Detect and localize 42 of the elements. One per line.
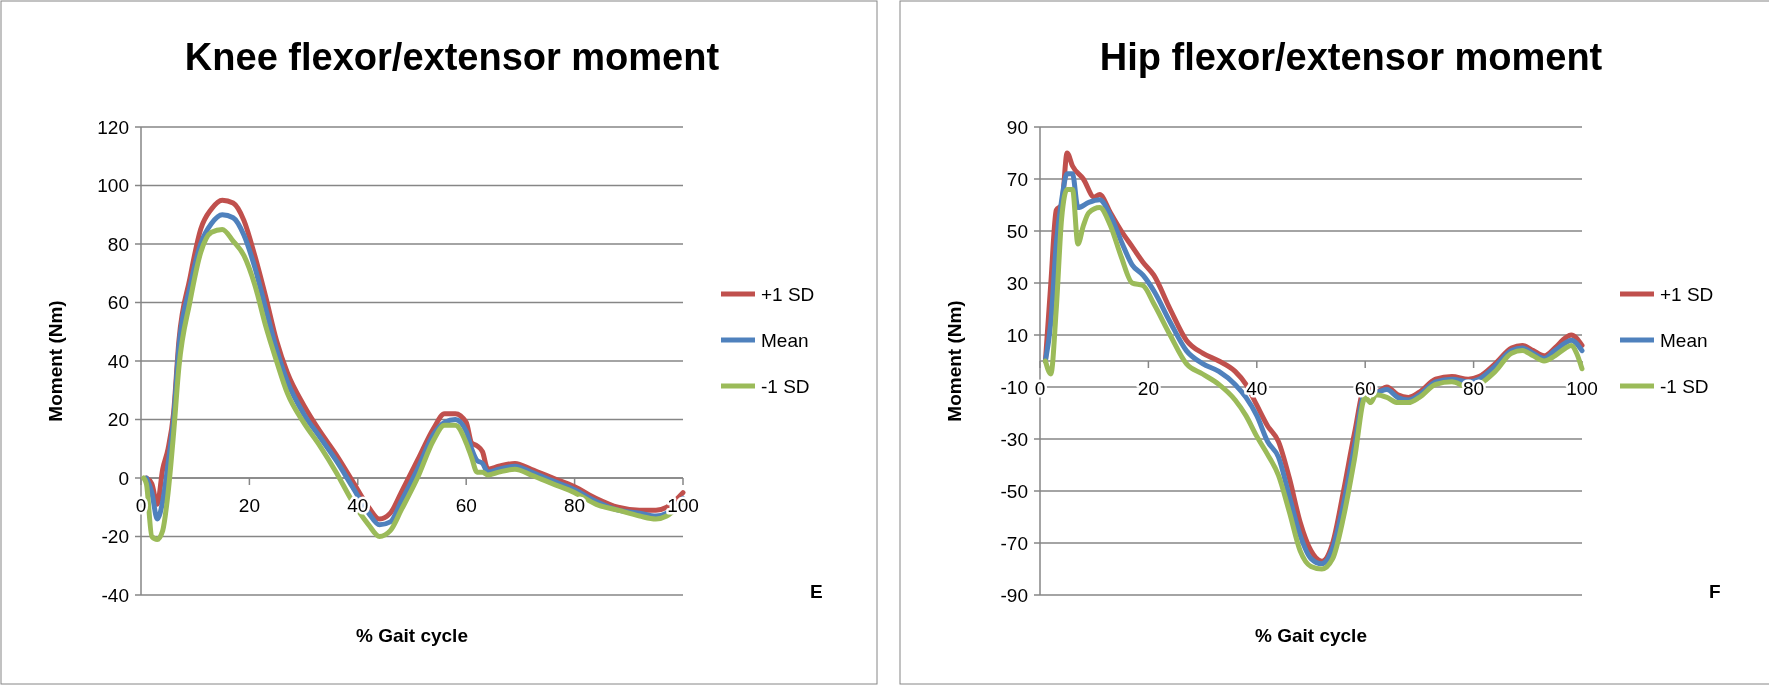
- y-tick-label: 70: [1006, 168, 1028, 190]
- y-tick-label: -10: [1000, 376, 1028, 398]
- chart-title: Knee flexor/extensor moment: [184, 36, 720, 78]
- y-tick-label: 30: [1006, 272, 1028, 294]
- legend-label: -1 SD: [1660, 375, 1709, 397]
- y-tick-label: 120: [97, 116, 129, 138]
- y-tick-label: -20: [101, 526, 129, 548]
- y-tick-label: -90: [1000, 584, 1028, 606]
- y-tick-label: -50: [1000, 480, 1028, 502]
- x-tick-label: 60: [1354, 378, 1376, 399]
- y-tick-label: 90: [1006, 116, 1028, 138]
- y-tick-label: 60: [107, 292, 129, 314]
- x-tick-label: 20: [1137, 378, 1159, 399]
- chart-title: Hip flexor/extensor moment: [1099, 36, 1603, 78]
- y-tick-label: 20: [107, 409, 129, 431]
- y-axis-title: Moment (Nm): [944, 300, 965, 422]
- x-tick-label: 0: [1034, 378, 1046, 399]
- y-tick-label: 80: [107, 233, 129, 255]
- x-axis-title: % Gait cycle: [1255, 625, 1367, 646]
- legend-label: +1 SD: [1660, 283, 1714, 305]
- x-tick-label: 40: [347, 495, 369, 516]
- legend-label: -1 SD: [761, 375, 810, 397]
- y-tick-label: -40: [101, 584, 129, 606]
- x-tick-label: 20: [238, 495, 260, 516]
- y-tick-label: 50: [1006, 220, 1028, 242]
- legend-label: Mean: [1660, 329, 1708, 351]
- y-axis-title: Moment (Nm): [45, 300, 66, 422]
- y-tick-label: 0: [118, 467, 129, 489]
- x-tick-label: 60: [455, 495, 477, 516]
- y-tick-label: 100: [97, 175, 129, 197]
- y-tick-label: 10: [1006, 324, 1028, 346]
- x-axis-title: % Gait cycle: [356, 625, 468, 646]
- x-tick-label: 100: [1566, 378, 1598, 399]
- y-tick-label: -30: [1000, 428, 1028, 450]
- legend-label: +1 SD: [761, 283, 815, 305]
- y-tick-label: 40: [107, 350, 129, 372]
- legend-label: Mean: [761, 329, 809, 351]
- text: F: [1709, 581, 1721, 602]
- x-tick-label: 0: [135, 495, 147, 516]
- text: E: [810, 581, 823, 602]
- x-tick-label: 80: [564, 495, 586, 516]
- y-tick-label: -70: [1000, 532, 1028, 554]
